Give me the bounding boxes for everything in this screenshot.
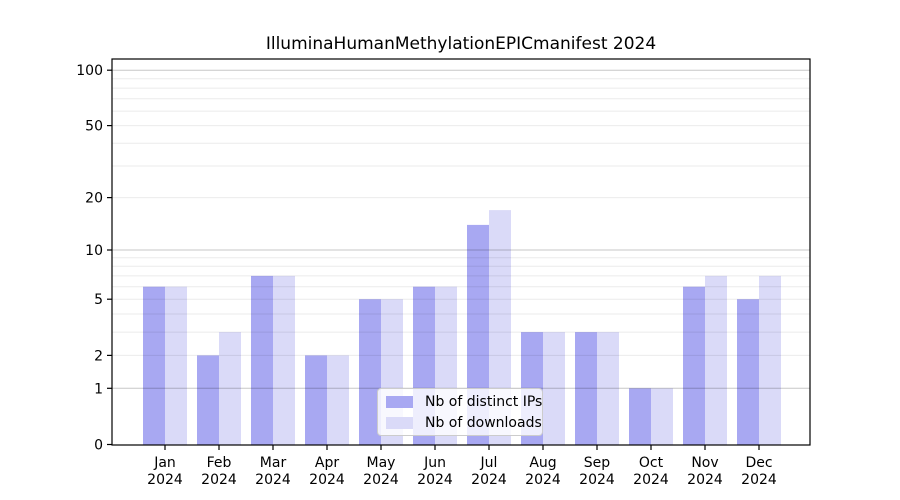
bar-distinct_ips-mar — [251, 275, 273, 445]
bar-distinct_ips-may — [359, 299, 381, 445]
bar-distinct_ips-feb — [197, 355, 219, 445]
y-tick-label-2: 2 — [94, 348, 103, 364]
x-tick-year-jan: 2024 — [147, 472, 183, 488]
bar-distinct_ips-jan — [143, 286, 165, 445]
x-tick-label-mar: Mar — [260, 455, 287, 471]
y-tick-label-50: 50 — [85, 119, 103, 135]
x-tick-label-dec: Dec — [745, 455, 772, 471]
y-tick-label-10: 10 — [85, 243, 103, 259]
x-tick-year-aug: 2024 — [525, 472, 561, 488]
x-tick-label-feb: Feb — [207, 455, 232, 471]
bar-downloads-nov — [705, 275, 727, 445]
x-tick-label-aug: Aug — [529, 455, 556, 471]
chart-title: IlluminaHumanMethylationEPICmanifest 202… — [265, 34, 657, 54]
y-tick-label-5: 5 — [94, 292, 103, 308]
bar-distinct_ips-apr — [305, 355, 327, 445]
bar-downloads-mar — [273, 275, 295, 445]
bar-downloads-jul — [489, 210, 511, 445]
legend-swatch-downloads — [386, 416, 413, 429]
x-tick-label-oct: Oct — [639, 455, 664, 471]
x-tick-year-jun: 2024 — [417, 472, 453, 488]
x-tick-year-dec: 2024 — [741, 472, 777, 488]
x-tick-label-may: May — [367, 455, 396, 471]
x-tick-label-sep: Sep — [584, 455, 611, 471]
y-tick-label-1: 1 — [94, 381, 103, 397]
y-tick-label-0: 0 — [94, 438, 103, 454]
x-tick-year-apr: 2024 — [309, 472, 345, 488]
bar-distinct_ips-dec — [737, 299, 759, 445]
x-tick-year-oct: 2024 — [633, 472, 669, 488]
plot-area-border — [111, 58, 811, 446]
bar-distinct_ips-nov — [683, 286, 705, 445]
y-tick-label-100: 100 — [76, 63, 103, 79]
bar-downloads-jan — [165, 286, 187, 445]
bar-downloads-feb — [219, 332, 241, 445]
x-tick-label-apr: Apr — [315, 455, 339, 471]
bar-downloads-aug — [543, 332, 565, 445]
y-tick-label-20: 20 — [85, 191, 103, 207]
x-tick-label-nov: Nov — [691, 455, 718, 471]
x-tick-label-jun: Jun — [423, 455, 446, 471]
bar-downloads-dec — [759, 275, 781, 445]
bar-distinct_ips-sep — [575, 332, 597, 445]
x-tick-label-jan: Jan — [153, 455, 176, 471]
legend-swatch-distinct-ips — [386, 395, 413, 408]
bar-distinct_ips-oct — [629, 388, 651, 445]
legend: Nb of distinct IPs Nb of downloads — [377, 388, 543, 436]
x-tick-year-jul: 2024 — [471, 472, 507, 488]
x-tick-year-mar: 2024 — [255, 472, 291, 488]
x-tick-year-sep: 2024 — [579, 472, 615, 488]
bar-downloads-oct — [651, 388, 673, 445]
bar-downloads-apr — [327, 355, 349, 445]
x-tick-year-feb: 2024 — [201, 472, 237, 488]
x-tick-year-may: 2024 — [363, 472, 399, 488]
x-tick-label-jul: Jul — [480, 455, 498, 471]
bar-downloads-sep — [597, 332, 619, 445]
legend-label-downloads: Nb of downloads — [425, 414, 542, 431]
legend-item-downloads: Nb of downloads — [386, 414, 542, 431]
legend-item-distinct-ips: Nb of distinct IPs — [386, 393, 542, 410]
x-tick-year-nov: 2024 — [687, 472, 723, 488]
legend-label-distinct-ips: Nb of distinct IPs — [425, 393, 543, 410]
